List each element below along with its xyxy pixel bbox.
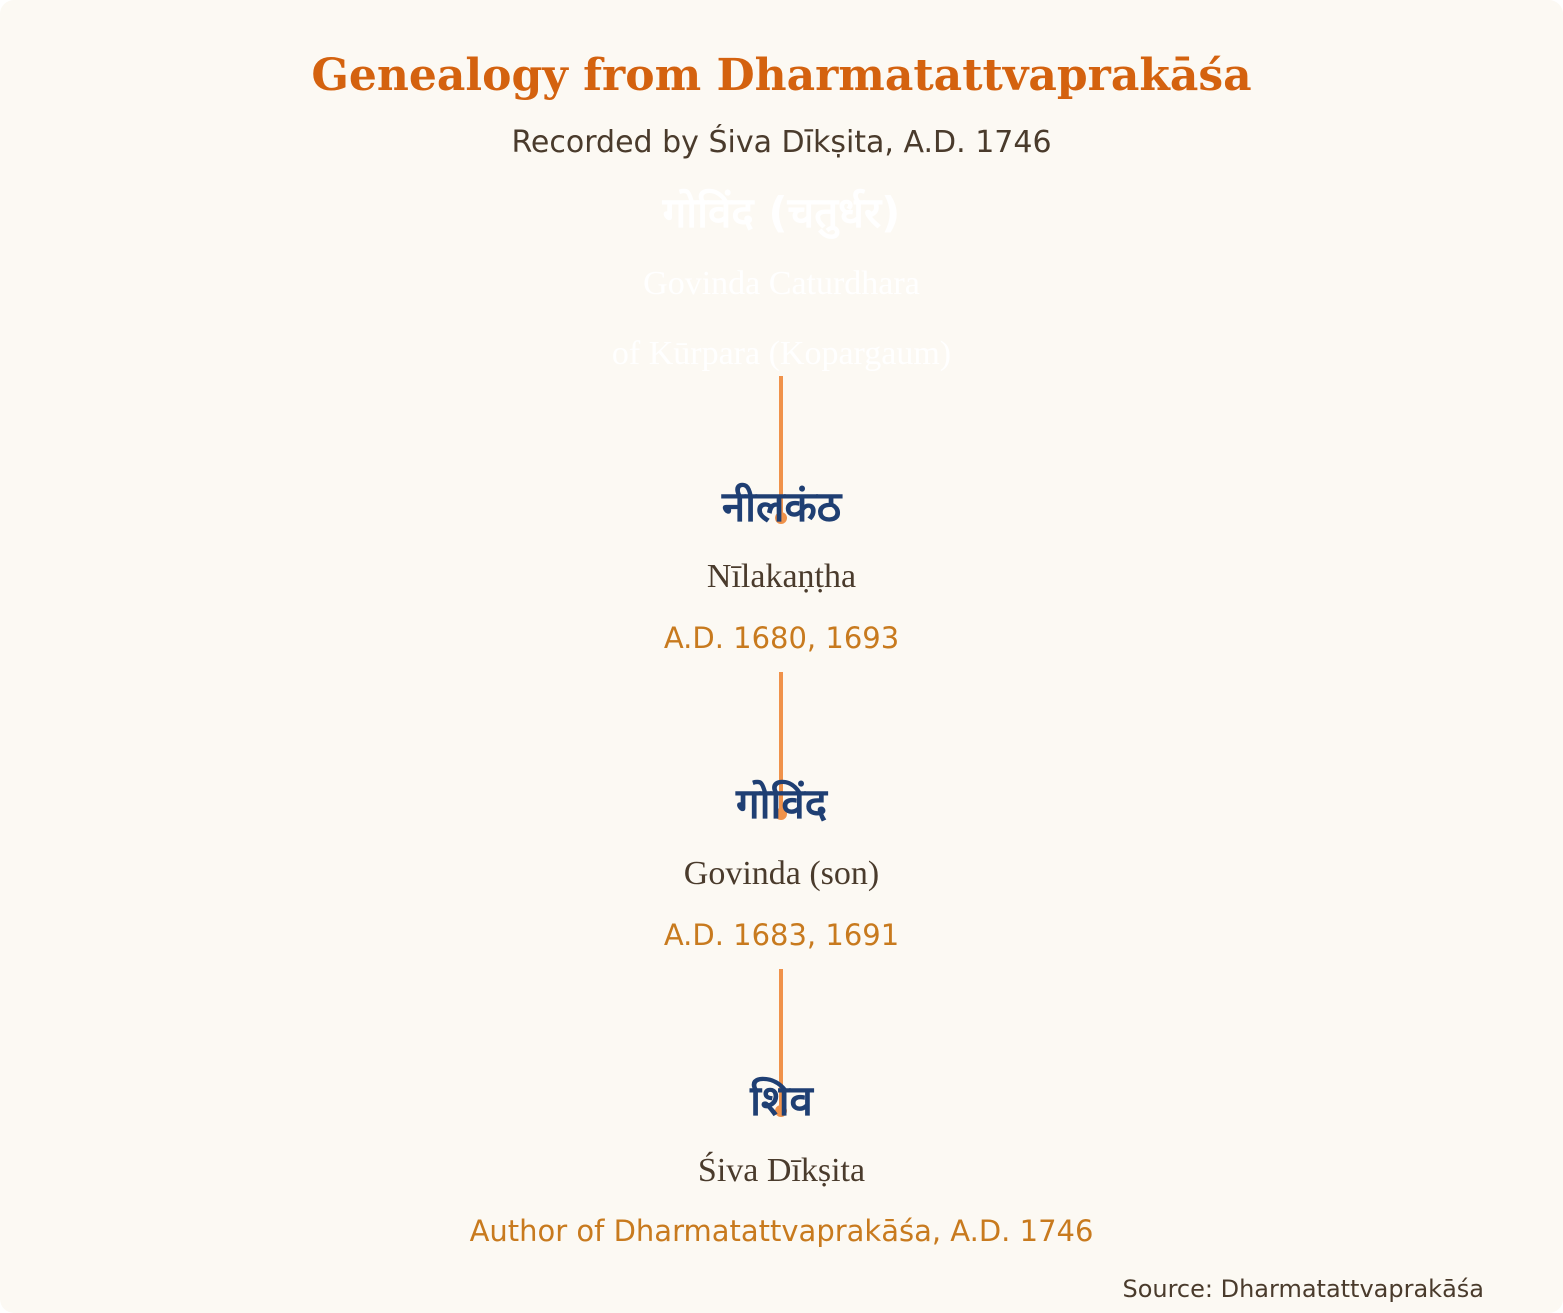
node-devanagari: गोविंद (चतुर्धर) — [662, 188, 901, 237]
node-detail: of Kūrpara (Kopargaum) — [611, 335, 952, 372]
node-name: Śiva Dīkṣita — [697, 1152, 866, 1189]
node-name: Nīlakaṇṭha — [706, 558, 857, 595]
page-subtitle: Recorded by Śiva Dīkṣita, A.D. 1746 — [511, 125, 1052, 160]
page-title: Genealogy from Dharmatattvaprakāśa — [311, 50, 1252, 101]
node-name: Govinda (son) — [683, 855, 880, 892]
node-dates: Author of Dharmatattvaprakāśa, A.D. 1746 — [469, 1214, 1094, 1248]
connector-line — [775, 969, 787, 1117]
connector-line — [775, 376, 787, 524]
node-dates: A.D. 1680, 1693 — [663, 621, 900, 655]
connector-line — [775, 672, 787, 820]
node-devanagari: नीलकंठ — [721, 482, 842, 531]
node-devanagari: गोविंद — [735, 779, 828, 828]
node-name: Govinda Caturdhara — [643, 265, 920, 302]
node-devanagari: शिव — [750, 1076, 813, 1125]
source-note: Source: Dharmatattvaprakāśa — [1122, 1275, 1484, 1303]
node-dates: A.D. 1683, 1691 — [663, 918, 900, 952]
